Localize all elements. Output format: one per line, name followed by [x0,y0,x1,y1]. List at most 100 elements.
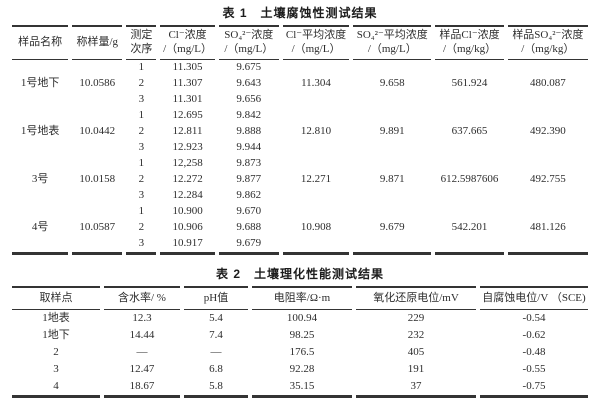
cell-point: 1地下 [42,328,70,341]
table2-header-row: 取样点 含水率/ % pH值 电阻率/Ω·m 氧化还原电位/mV 自腐蚀电位/V… [12,286,588,310]
cell-weight: 10.0158 [79,173,116,186]
cell-sample-so4: 481.126 [507,204,588,255]
cell-so4: 9.643 [236,77,262,90]
cell-cl: 10.900 [172,205,203,218]
table-row: 2 12.272 9.877 [12,172,588,188]
table1-header-row: 样品名称 称样量/g 测定 次序 Cl⁻浓度/（mg/L） SO₄²⁻浓度/（mg… [12,25,588,60]
t1-col-sample-so4: 样品SO₄²⁻浓度/（mg/kg） [507,25,588,60]
col-label: 测定 [130,29,153,42]
table-row: 3 11.301 9.656 [12,92,588,108]
col-unit: /（mg/L） [367,43,417,55]
cell-ph: — [210,345,222,358]
cell-ph: 7.4 [209,328,223,341]
col-label: SO₄²⁻浓度 [224,29,274,42]
cell-cl: 11.301 [172,93,203,106]
cell-point: 1地表 [42,311,70,324]
col-unit: /（mg/L） [163,43,213,55]
cell-so4: 9.888 [236,125,262,138]
cell-potential: -0.54 [522,311,546,324]
cell-ph: 6.8 [209,362,223,375]
t2-col-redox: 氧化还原电位/mV [356,286,476,310]
cell-order: 3 [138,189,145,202]
table-row: 3 12.47 6.8 92.28 191 -0.55 [12,361,588,378]
col-unit: /（mg/kg） [521,43,575,55]
cell-potential: -0.48 [522,345,546,358]
cell-resistivity: 176.5 [289,345,315,358]
t1-col-so4: SO₄²⁻浓度/（mg/L） [218,25,279,60]
col-label: 样品SO₄²⁻浓度 [512,29,584,42]
col-label: Cl⁻平均浓度 [285,29,347,42]
table-row: 1号地下 10.0586 1 11.305 9.675 11.304 9.658… [12,60,588,89]
cell-resistivity: 100.94 [286,311,318,324]
col-label: 次序 [130,43,153,55]
col-label: 称样量/g [76,36,119,49]
cell-so4-avg: 9.679 [353,204,432,255]
t1-col-sample-name: 样品名称 [12,25,69,60]
cell-point: 4 [12,378,100,398]
cell-resistivity: 92.28 [289,362,315,375]
table2-section: 表 2 土壤理化性能测试结果 取样点 含水率/ % pH值 电阻率/Ω·m 氧化… [8,262,592,398]
cell-cl: 10.917 [160,236,215,255]
t1-col-cl: Cl⁻浓度/（mg/L） [160,25,215,60]
cell-ph: 5.8 [184,378,248,398]
cell-sample-so4: 492.755 [529,173,566,186]
col-label: SO₄²⁻平均浓度 [356,29,428,42]
t1-col-order: 测定 次序 [126,25,157,60]
cell-cl: 10.906 [172,221,203,234]
cell-so4-avg: 9.658 [379,77,405,90]
t1-col-cl-avg: Cl⁻平均浓度/（mg/L） [282,25,350,60]
cell-moisture: 12.3 [132,311,152,324]
cell-cl: 11.305 [172,61,203,74]
cell-redox: 37 [356,378,476,398]
cell-sample-so4: 480.087 [529,77,566,90]
cell-redox: 405 [407,345,425,358]
cell-so4: 9.944 [236,141,262,154]
table-row: 2 10.906 9.688 [12,220,588,236]
cell-so4: 9.656 [236,93,262,106]
t2-col-resistivity: 电阻率/Ω·m [252,286,352,310]
cell-cl: 12.284 [172,189,203,202]
cell-moisture: — [136,345,148,358]
cell-so4: 9.842 [236,109,262,122]
col-label: Cl⁻浓度 [168,29,207,42]
cell-ph: 5.4 [209,311,223,324]
cell-moisture: 12.47 [129,362,155,375]
cell-order: 1 [138,205,145,218]
table2-title: 表 2 土壤理化性能测试结果 [215,267,384,281]
t2-col-sampling-point: 取样点 [12,286,100,310]
table-row: 3 12.284 9.862 [12,188,588,204]
cell-weight: 10.0586 [79,77,116,90]
cell-order: 2 [138,173,145,186]
t1-col-so4-avg: SO₄²⁻平均浓度/（mg/L） [353,25,432,60]
cell-cl: 12.695 [172,109,203,122]
soil-physicochemical-table: 取样点 含水率/ % pH值 电阻率/Ω·m 氧化还原电位/mV 自腐蚀电位/V… [8,286,592,398]
cell-sample-cl: 561.924 [451,77,488,90]
cell-moisture: 14.44 [129,328,155,341]
cell-cl-avg: 10.908 [282,204,350,255]
cell-sample-cl: 637.665 [451,125,488,138]
cell-order: 2 [138,125,145,138]
cell-order: 1 [138,109,145,122]
cell-cl: 11.307 [172,77,203,90]
cell-redox: 229 [407,311,425,324]
table-row: 3 10.917 9.679 [12,236,588,255]
cell-so4: 9.862 [236,189,262,202]
table1-title: 表 1 土壤腐蚀性测试结果 [222,6,378,20]
cell-so4: 9.670 [236,205,262,218]
t1-col-sample-cl: 样品Cl⁻浓度/（mg/kg） [435,25,504,60]
cell-so4: 9.877 [236,173,262,186]
cell-so4: 9.873 [236,157,262,170]
col-unit: /（mg/kg） [442,43,497,55]
cell-sample: 1号地下 [20,77,60,90]
cell-order: 3 [138,93,145,106]
cell-resistivity: 98.25 [289,328,315,341]
cell-order: 3 [138,141,145,154]
cell-so4: 9.675 [236,61,262,74]
cell-point: 3 [53,362,59,375]
cell-sample-cl: 612.5987606 [440,173,499,186]
cell-cl: 12.811 [172,125,203,138]
table-row: 4 18.67 5.8 35.15 37 -0.75 [12,378,588,398]
cell-cl-avg: 11.304 [301,77,331,90]
cell-sample-so4: 492.390 [529,125,566,138]
